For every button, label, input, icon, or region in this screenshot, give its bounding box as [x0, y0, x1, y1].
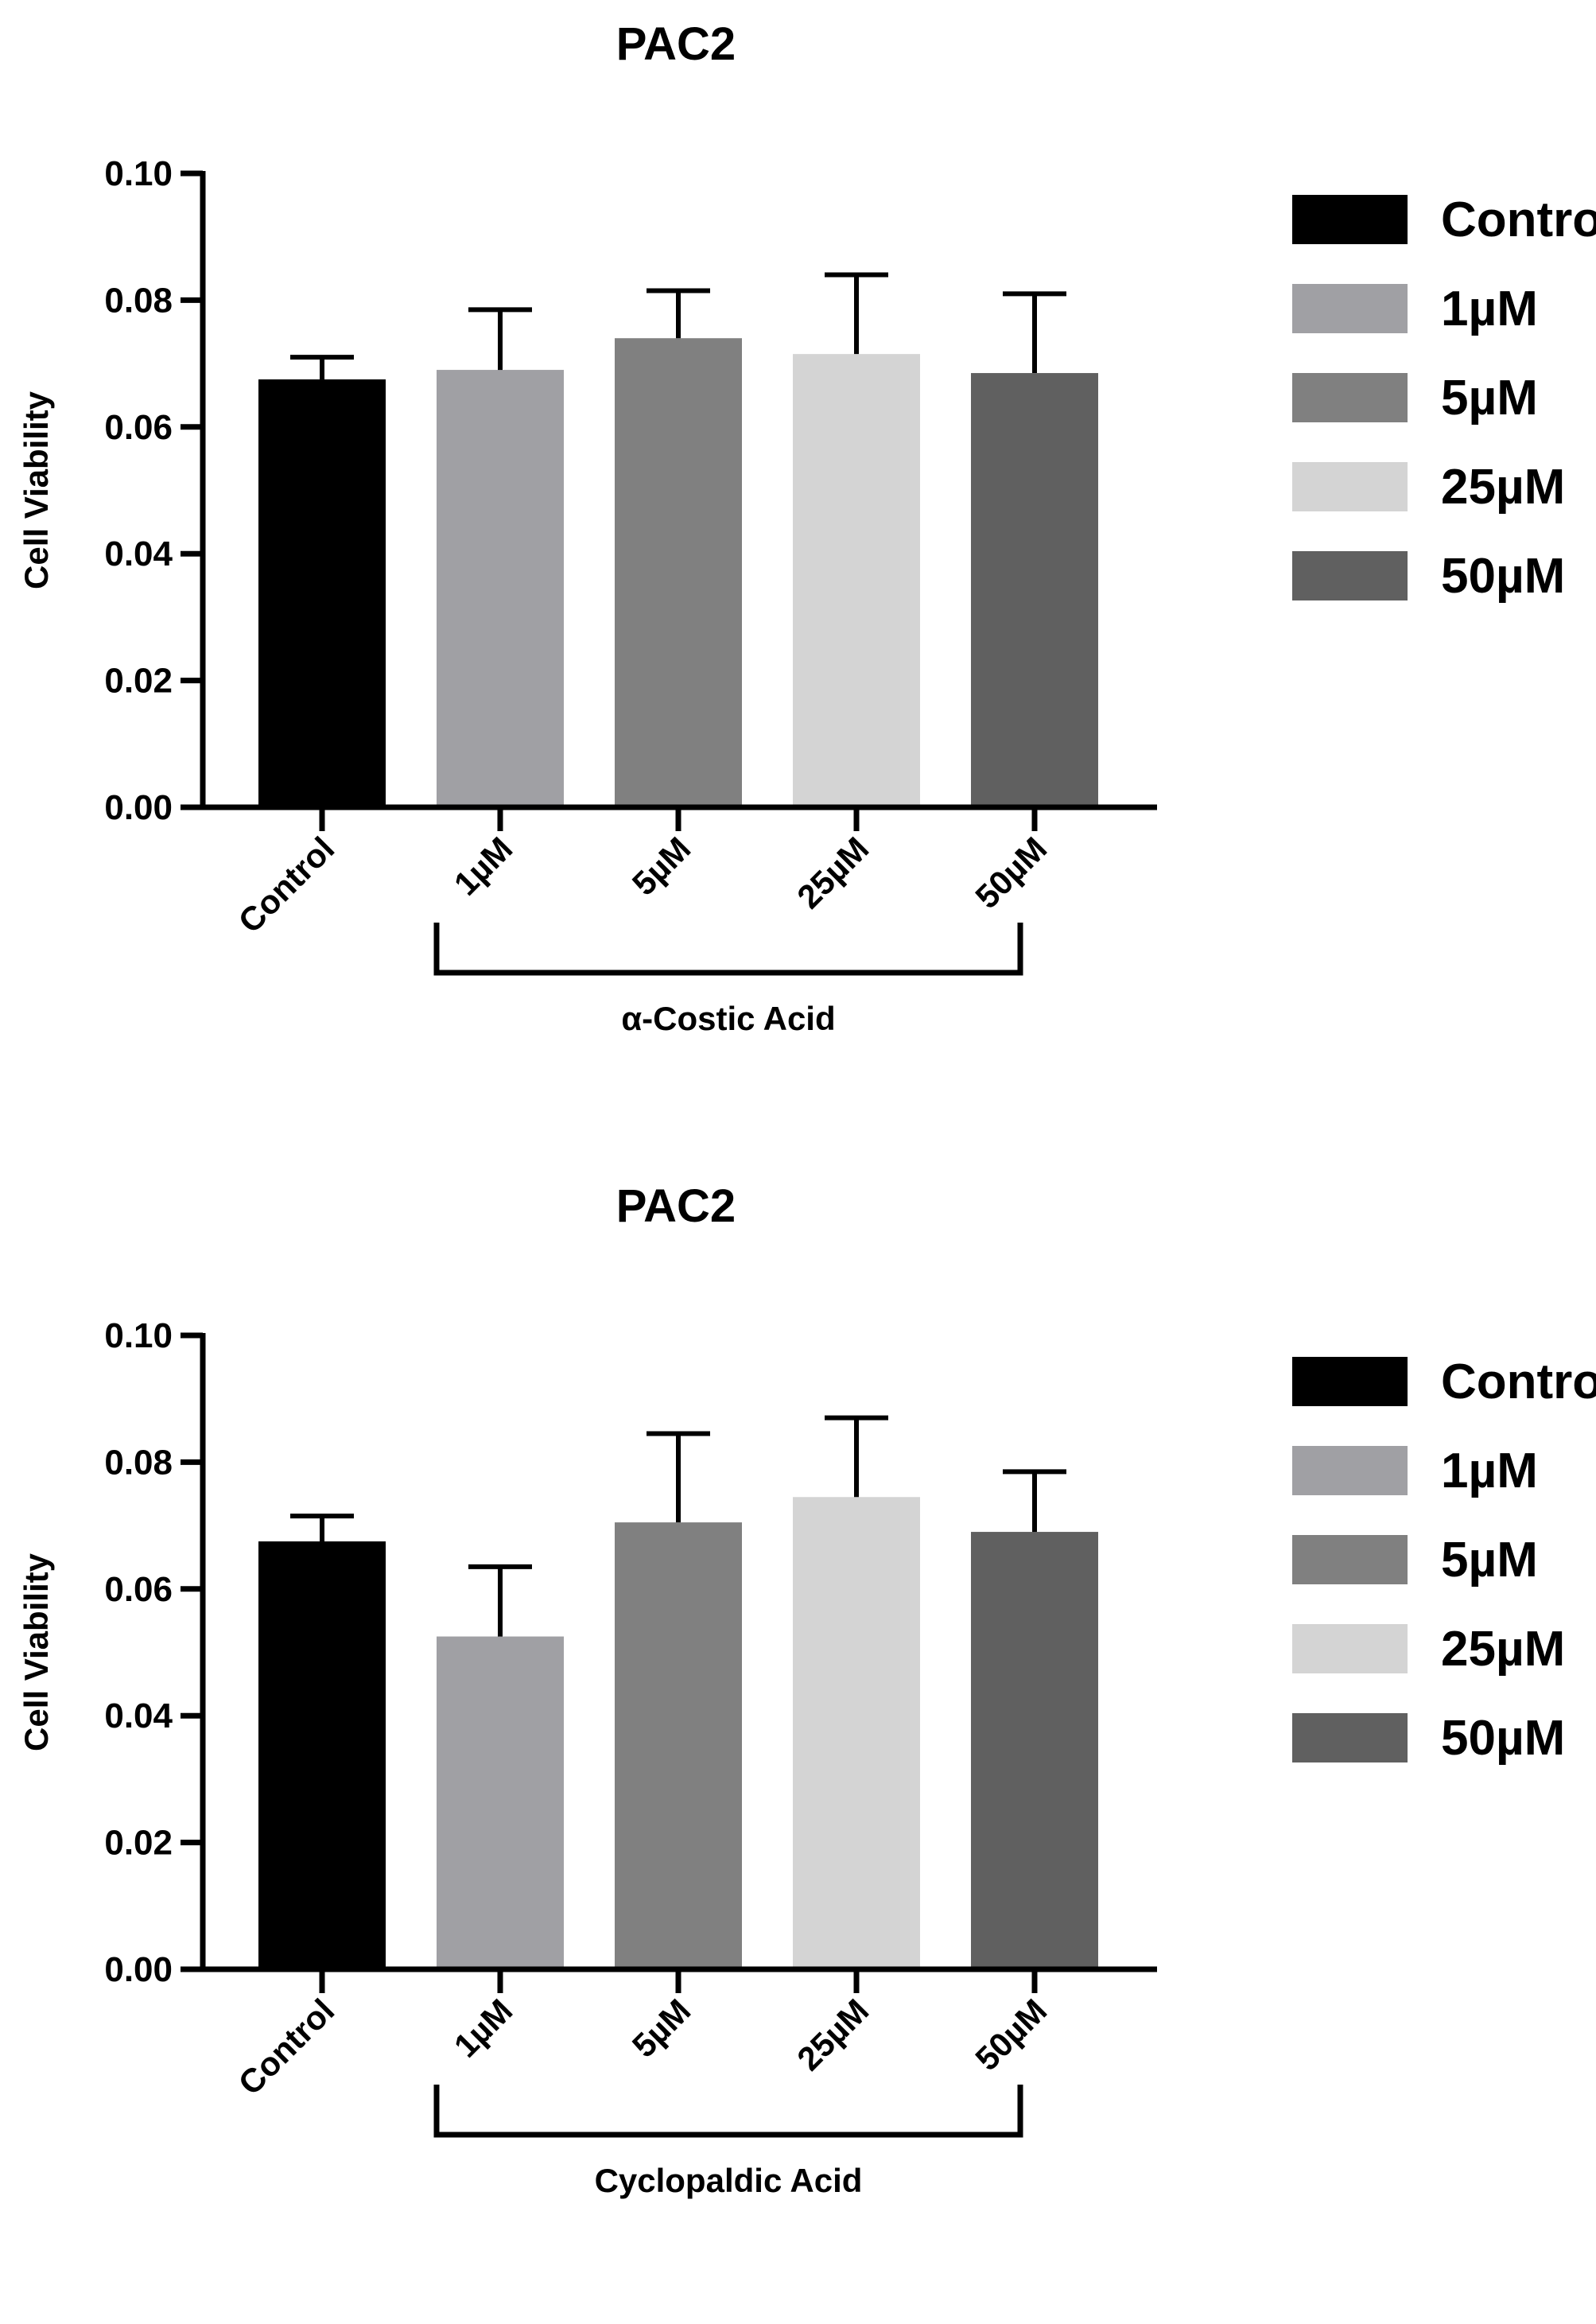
y-tick-label: 0.08: [104, 1443, 173, 1482]
legend-swatch-5: [1292, 551, 1408, 600]
bar-3: [615, 338, 742, 808]
legend-swatch-2: [1292, 1446, 1408, 1495]
legend-label-1: Control: [1441, 1354, 1596, 1409]
bar-chart-cyclopaldic: PAC2 Cell Viability 0.00 0.02 0.04 0.06 0.08 0.…: [17, 1180, 1596, 2199]
group-label: α-Costic Acid: [621, 1000, 835, 1037]
x-tick-label-1: Control: [231, 1992, 342, 2102]
legend-label-3: 5µM: [1441, 1533, 1538, 1588]
chart-panel-costic: PAC2 Cell Viability 0.00 0.02 0.04 0.06 0.08 0.…: [17, 18, 1596, 1037]
legend-swatch-5: [1292, 1713, 1408, 1762]
bar-4: [793, 1497, 920, 1969]
bar-2: [437, 1636, 564, 1969]
bar-chart-costic: PAC2 Cell Viability 0.00 0.02 0.04 0.06 0.08 0.…: [17, 18, 1596, 1037]
legend-swatch-1: [1292, 195, 1408, 244]
group-bracket: [433, 923, 1023, 976]
legend-swatch-4: [1292, 462, 1408, 511]
chart-title: PAC2: [616, 1180, 736, 1232]
y-tick-label: 0.02: [104, 1824, 173, 1863]
y-tick-label: 0.04: [104, 1696, 173, 1735]
x-tick-label-5: 50µM: [968, 830, 1054, 915]
legend-label-4: 25µM: [1441, 1622, 1565, 1677]
y-tick-label: 0.10: [104, 154, 173, 193]
group-bracket: [433, 2085, 1023, 2138]
legend-swatch-2: [1292, 284, 1408, 333]
legend-label-2: 1µM: [1441, 1444, 1538, 1498]
legend-swatch-4: [1292, 1624, 1408, 1673]
y-tick-label: 0.10: [104, 1316, 173, 1355]
bar-2: [437, 370, 564, 807]
y-tick-label: 0.04: [104, 534, 173, 573]
legend-swatch-3: [1292, 1535, 1408, 1584]
x-tick-label-3: 5µM: [625, 830, 698, 903]
legend-label-5: 50µM: [1441, 549, 1565, 604]
x-tick-label-5: 50µM: [968, 1992, 1054, 2077]
bar-4: [793, 354, 920, 807]
group-label: Cyclopaldic Acid: [595, 2162, 863, 2199]
y-tick-label: 0.08: [104, 281, 173, 320]
bar-5: [971, 373, 1098, 807]
bar-3: [615, 1522, 742, 1969]
bar-5: [971, 1532, 1098, 1969]
legend-label-4: 25µM: [1441, 460, 1565, 515]
y-axis-label: Cell Viability: [17, 1553, 55, 1751]
legend-swatch-1: [1292, 1357, 1408, 1406]
legend-swatch-3: [1292, 373, 1408, 422]
x-tick-label-4: 25µM: [790, 830, 876, 915]
y-tick-label: 0.00: [104, 788, 173, 827]
y-tick-label: 0.06: [104, 408, 173, 447]
chart-title: PAC2: [616, 18, 736, 70]
chart-panel-cyclopaldic: PAC2 Cell Viability 0.00 0.02 0.04 0.06 0.08 0.…: [0, 1162, 1596, 2324]
x-tick-label-2: 1µM: [447, 830, 520, 903]
bar-1: [258, 379, 386, 807]
y-tick-label: 0.00: [104, 1950, 173, 1989]
x-tick-label-4: 25µM: [790, 1992, 876, 2077]
legend-label-2: 1µM: [1441, 282, 1538, 336]
x-tick-label-3: 5µM: [625, 1992, 698, 2065]
x-tick-label-2: 1µM: [447, 1992, 520, 2065]
y-tick-label: 0.02: [104, 662, 173, 701]
bar-1: [258, 1541, 386, 1969]
legend-label-3: 5µM: [1441, 371, 1538, 426]
x-tick-label-1: Control: [231, 830, 342, 940]
y-tick-label: 0.06: [104, 1570, 173, 1609]
y-axis-label: Cell Viability: [17, 391, 55, 589]
legend-label-5: 50µM: [1441, 1711, 1565, 1766]
legend-label-1: Control: [1441, 192, 1596, 247]
